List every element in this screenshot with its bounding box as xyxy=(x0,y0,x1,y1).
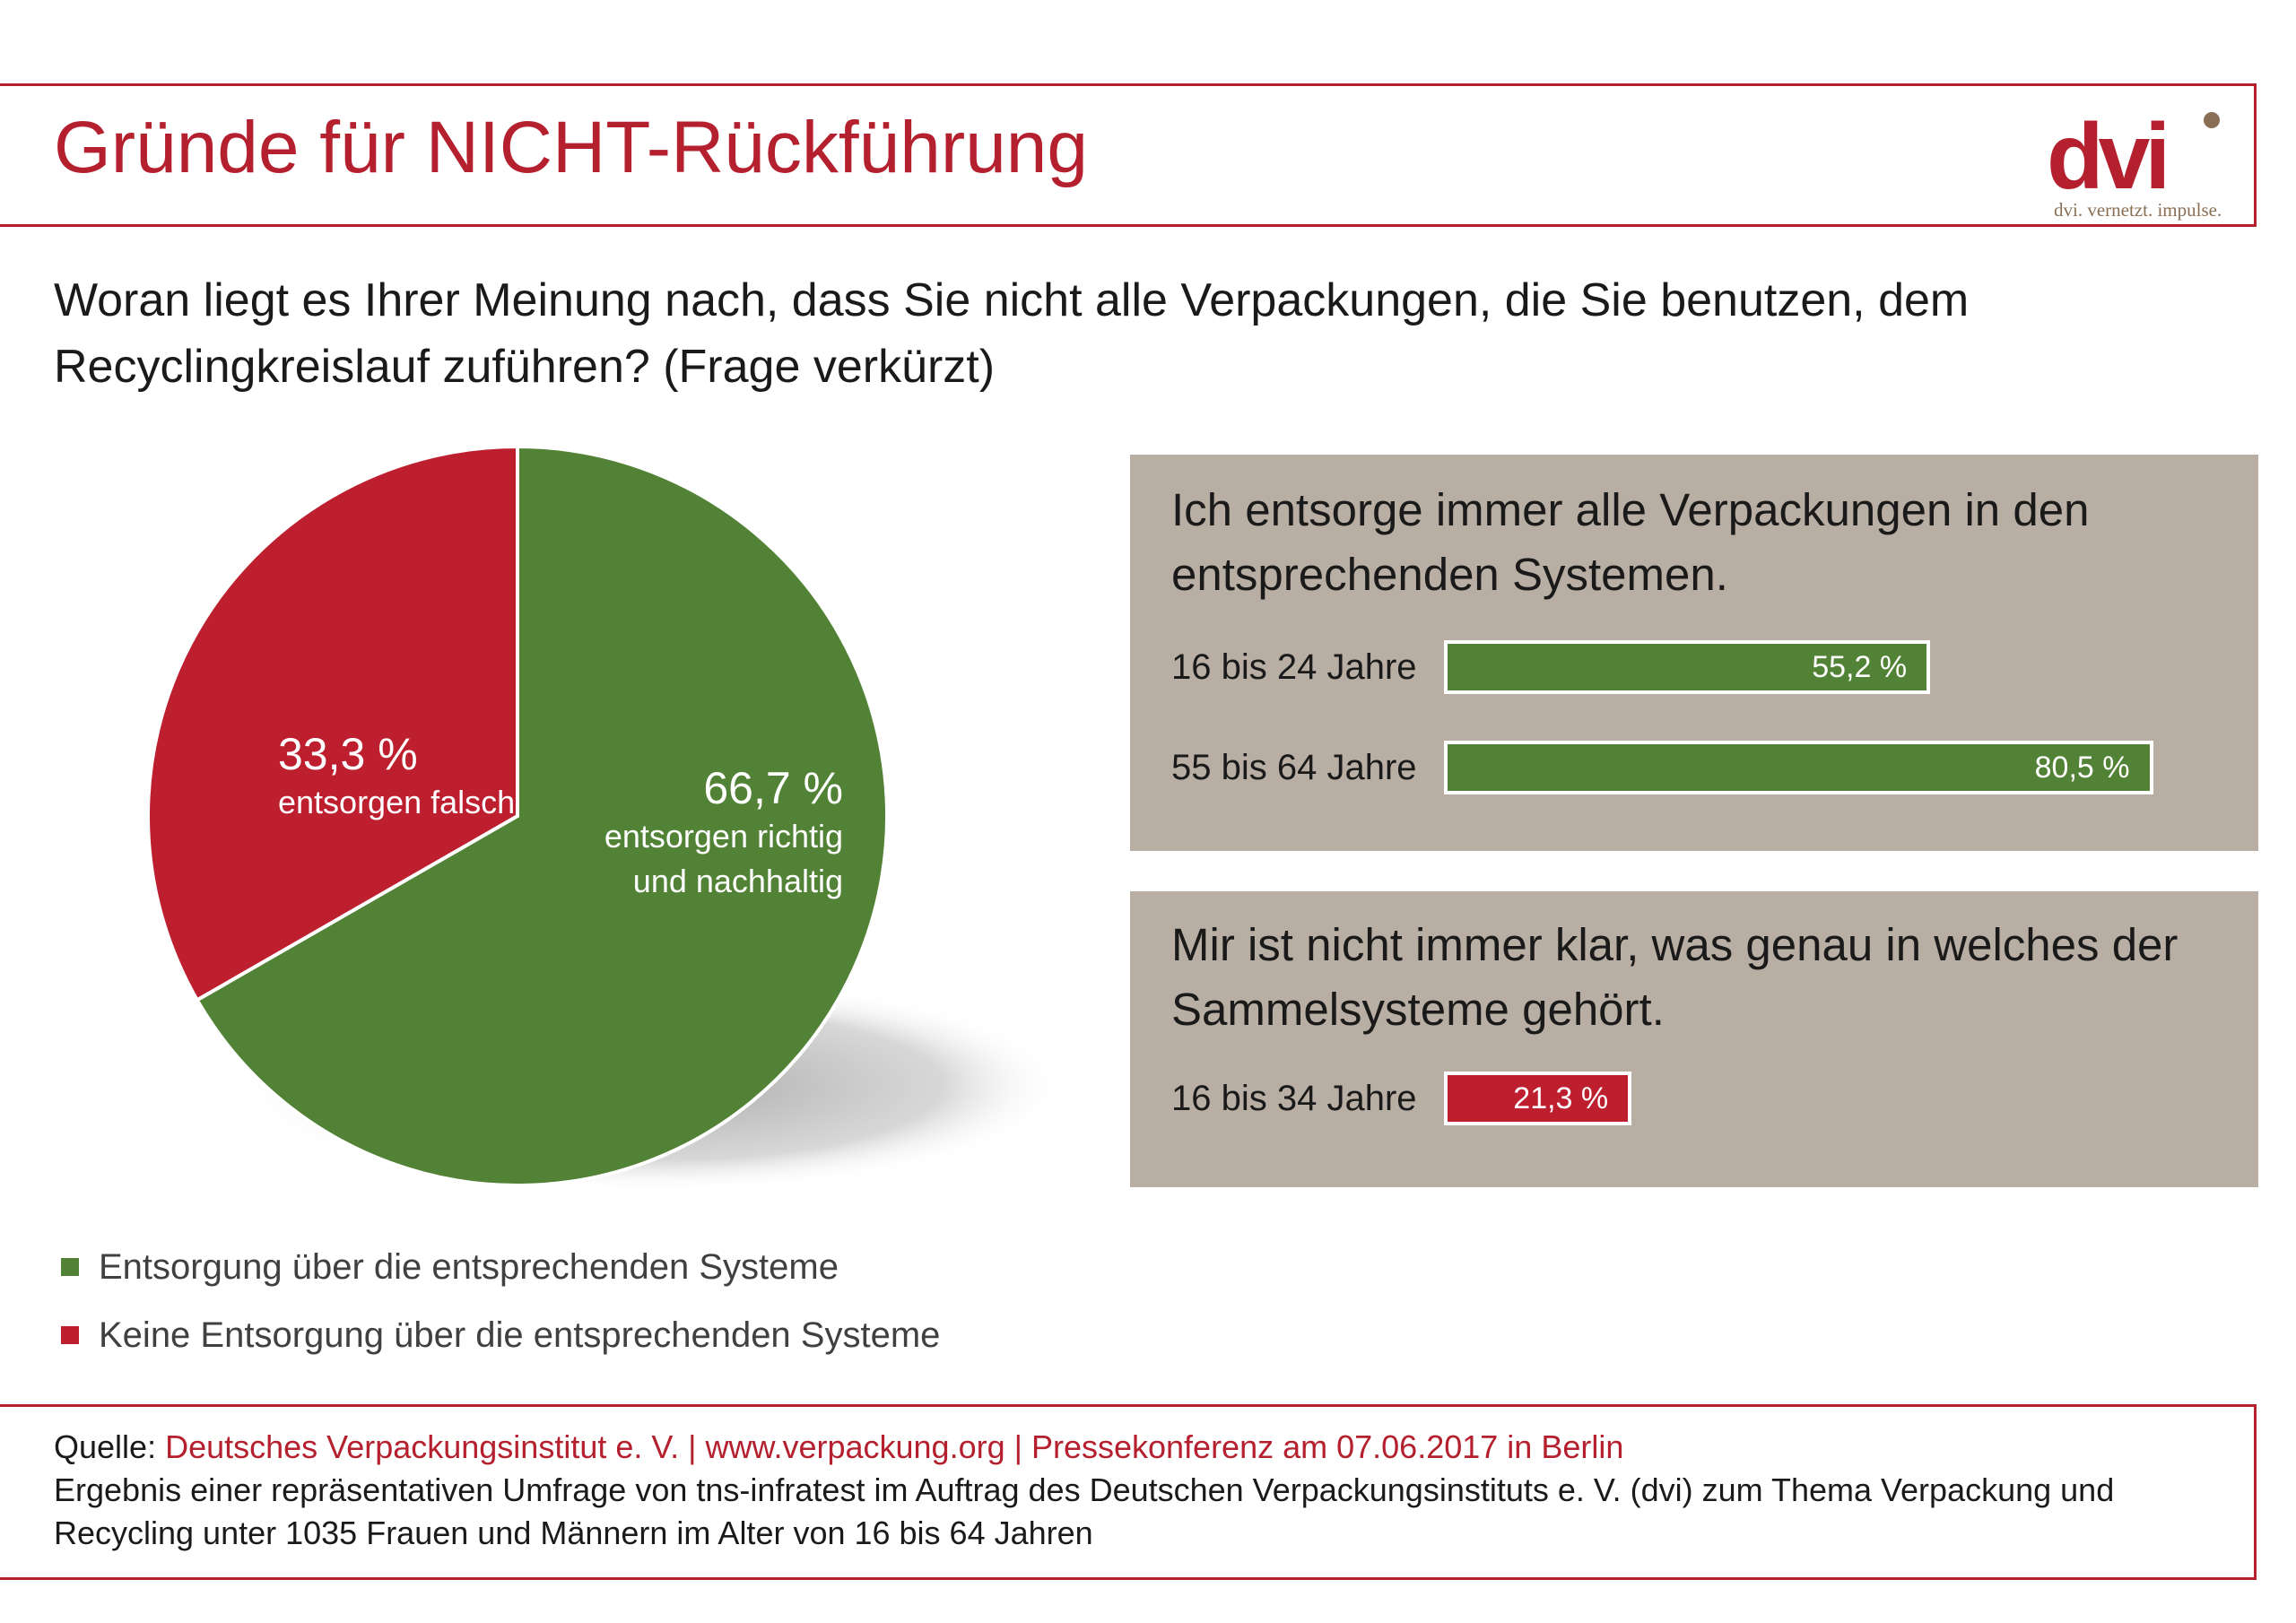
page-title: Gründe für NICHT-Rückführung xyxy=(54,107,1089,188)
source-prefix: Quelle: xyxy=(54,1428,166,1465)
legend-label: Keine Entsorgung über die entsprechenden… xyxy=(99,1315,941,1355)
slice-desc-line: und nachhaltig xyxy=(632,863,843,899)
bar-value-label: 21,3 % xyxy=(1513,1081,1609,1115)
bar-category: 16 bis 24 Jahre xyxy=(1171,647,1417,687)
slice-percent: 33,3 % xyxy=(278,729,418,779)
source-line: Quelle: Deutsches Verpackungsinstitut e.… xyxy=(54,1426,2242,1469)
header-frame xyxy=(0,83,2257,227)
bar: 80,5 % xyxy=(1444,741,2153,794)
footer: Quelle: Deutsches Verpackungsinstitut e.… xyxy=(54,1426,2242,1555)
pie-chart xyxy=(146,444,1067,1193)
survey-note: Ergebnis einer repräsentativen Umfrage v… xyxy=(54,1471,2115,1551)
footer-frame xyxy=(0,1404,2257,1580)
panel-not-clear: Mir ist nicht immer klar, was genau in w… xyxy=(1130,891,2258,1187)
logo-tagline: dvi. vernetzt. impulse. xyxy=(2054,199,2222,221)
dvi-logo: dvi xyxy=(2047,106,2220,209)
panel-title: Ich entsorge immer alle Verpackungen in … xyxy=(1171,484,2090,600)
survey-question: Woran liegt es Ihrer Meinung nach, dass … xyxy=(54,274,1970,393)
legend-label: Entsorgung über die entsprechenden Syste… xyxy=(99,1246,839,1287)
source-text: Deutsches Verpackungsinstitut e. V. | ww… xyxy=(165,1428,1624,1465)
bar-row: 16 bis 34 Jahre 21,3 % xyxy=(1171,1069,1632,1128)
bar: 55,2 % xyxy=(1444,640,1931,694)
slice-percent: 66,7 % xyxy=(703,763,843,813)
slice-desc-line: entsorgen richtig xyxy=(604,818,843,855)
bar-value-label: 55,2 % xyxy=(1812,650,1908,684)
slice-desc-line: entsorgen falsch xyxy=(278,784,516,820)
logo-text: dvi xyxy=(2047,106,2165,209)
legend-swatch-red xyxy=(61,1326,79,1344)
bar-row: 16 bis 24 Jahre 55,2 % xyxy=(1171,638,1931,697)
panel-always-dispose: Ich entsorge immer alle Verpackungen in … xyxy=(1130,455,2258,851)
legend-item: Keine Entsorgung über die entsprechenden… xyxy=(61,1301,940,1369)
pie-slice-red xyxy=(146,444,519,1002)
panel-title: Mir ist nicht immer klar, was genau in w… xyxy=(1171,919,2179,1035)
bar-category: 16 bis 34 Jahre xyxy=(1171,1078,1417,1118)
bar-category: 55 bis 64 Jahre xyxy=(1171,747,1417,787)
bar-row: 55 bis 64 Jahre 80,5 % xyxy=(1171,738,2153,797)
legend-swatch-green xyxy=(61,1258,79,1276)
bar: 21,3 % xyxy=(1444,1072,1632,1125)
slice-label-red: 33,3 % entsorgen falsch xyxy=(278,728,515,825)
pie-slice-green xyxy=(195,444,889,1187)
legend-item: Entsorgung über die entsprechenden Syste… xyxy=(61,1233,940,1301)
pie-legend: Entsorgung über die entsprechenden Syste… xyxy=(61,1233,940,1369)
bar-value-label: 80,5 % xyxy=(2034,751,2130,785)
slice-label-green: 66,7 % entsorgen richtig und nachhaltig xyxy=(556,762,843,904)
